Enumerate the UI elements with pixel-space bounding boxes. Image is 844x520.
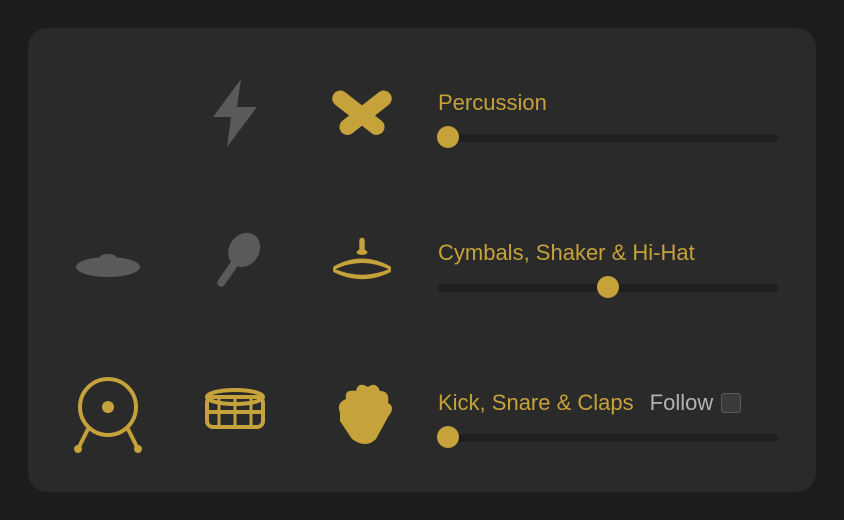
icons-kicksnare	[28, 338, 438, 488]
clap-icon[interactable]	[326, 377, 398, 449]
slider-cymbals[interactable]	[438, 280, 778, 296]
snare-icon[interactable]	[199, 377, 271, 449]
follow-label: Follow	[650, 390, 714, 416]
hihat-icon[interactable]	[326, 227, 398, 299]
slider-thumb[interactable]	[437, 426, 459, 448]
controls-kicksnare: Kick, Snare & Claps Follow	[438, 380, 816, 446]
drummer-panel: Percussion	[28, 28, 816, 492]
slider-thumb[interactable]	[437, 126, 459, 148]
slider-track	[438, 434, 778, 442]
label-cymbals: Cymbals, Shaker & Hi-Hat	[438, 240, 695, 266]
shaker-icon[interactable]	[199, 227, 271, 299]
slider-kicksnare[interactable]	[438, 430, 778, 446]
slider-thumb[interactable]	[597, 276, 619, 298]
kick-icon[interactable]	[72, 377, 144, 449]
slider-track	[438, 134, 778, 142]
controls-percussion: Percussion	[438, 80, 816, 146]
follow-control: Follow	[650, 390, 742, 416]
icons-cymbals	[28, 188, 438, 338]
controls-cymbals: Cymbals, Shaker & Hi-Hat	[438, 230, 816, 296]
label-percussion: Percussion	[438, 90, 547, 116]
icons-percussion	[28, 38, 438, 188]
row-percussion: Percussion	[28, 38, 816, 188]
row-kicksnare: Kick, Snare & Claps Follow	[28, 338, 816, 488]
follow-checkbox[interactable]	[721, 393, 741, 413]
slider-percussion[interactable]	[438, 130, 778, 146]
lightning-icon[interactable]	[199, 77, 271, 149]
row-cymbals: Cymbals, Shaker & Hi-Hat	[28, 188, 816, 338]
drumsticks-icon[interactable]	[326, 77, 398, 149]
cymbal-icon[interactable]	[72, 227, 144, 299]
label-kicksnare: Kick, Snare & Claps	[438, 390, 634, 416]
